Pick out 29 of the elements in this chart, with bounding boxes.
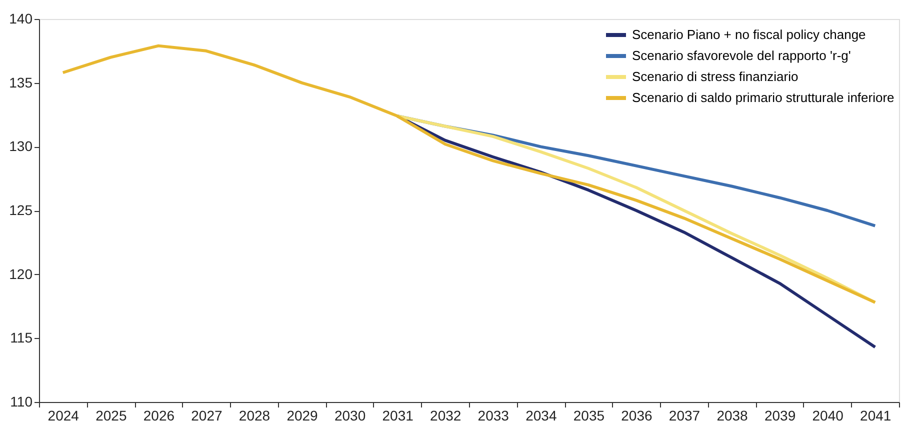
x-tick-label: 2026 xyxy=(143,408,175,424)
y-tick-label: 120 xyxy=(9,266,33,282)
y-tick-label: 135 xyxy=(9,74,33,90)
y-tick-label: 140 xyxy=(9,10,33,26)
x-tick-label: 2034 xyxy=(526,408,557,424)
x-tick-label: 2029 xyxy=(286,408,318,424)
x-tick-label: 2035 xyxy=(573,408,605,424)
x-tick-label: 2039 xyxy=(764,408,796,424)
x-tick-label: 2025 xyxy=(96,408,127,424)
legend-label: Scenario di stress finanziario xyxy=(632,69,798,84)
x-tick-label: 2037 xyxy=(668,408,700,424)
x-tick-label: 2036 xyxy=(621,408,653,424)
x-tick-label: 2030 xyxy=(334,408,366,424)
y-tick-label: 125 xyxy=(9,202,33,218)
legend-label: Scenario sfavorevole del rapporto 'r-g' xyxy=(632,48,851,63)
y-tick-label: 130 xyxy=(9,138,33,154)
x-tick-label: 2024 xyxy=(48,408,80,424)
x-tick-label: 2031 xyxy=(382,408,414,424)
x-tick-label: 2040 xyxy=(812,408,844,424)
x-tick-label: 2028 xyxy=(238,408,270,424)
x-tick-label: 2033 xyxy=(478,408,510,424)
y-tick-label: 110 xyxy=(10,394,33,410)
x-tick-label: 2027 xyxy=(191,408,223,424)
x-tick-label: 2041 xyxy=(860,408,892,424)
y-tick-label: 115 xyxy=(10,330,33,346)
legend-label: Scenario Piano + no fiscal policy change xyxy=(632,27,866,42)
legend-label: Scenario di saldo primario strutturale inferiore xyxy=(632,90,894,105)
x-tick-label: 2032 xyxy=(430,408,462,424)
x-tick-label: 2038 xyxy=(716,408,748,424)
